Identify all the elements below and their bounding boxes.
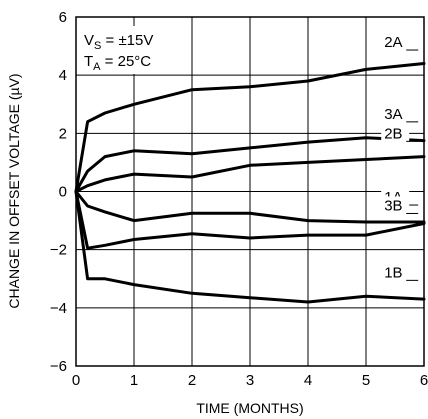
ambient-temp-value: = 25°C xyxy=(101,53,152,70)
x-tick-label: 4 xyxy=(304,372,312,389)
series-label-background xyxy=(381,33,410,52)
y-tick-label: −2 xyxy=(50,242,67,259)
series-label-background xyxy=(381,263,410,282)
series-label-3a: 3A xyxy=(384,106,402,123)
series-line-3b xyxy=(74,190,426,250)
series-labels: 2A3A2B1A3B1B xyxy=(381,33,419,282)
y-tick-label: 0 xyxy=(59,184,67,201)
x-tick-label: 5 xyxy=(362,372,370,389)
series-line-2b xyxy=(74,155,426,193)
series-label-2b: 2B xyxy=(384,125,402,142)
grid-lines xyxy=(76,17,424,366)
supply-voltage-sub: S xyxy=(94,40,101,52)
y-tick-labels: 6 4 2 0 −2 −4 −6 xyxy=(50,9,67,375)
y-tick-label: 6 xyxy=(59,9,67,26)
y-axis-title: CHANGE IN OFFSET VOLTAGE (µV) xyxy=(6,73,22,308)
series-line-3a xyxy=(74,136,426,193)
supply-voltage-annotation: VS = ±15V xyxy=(84,32,153,52)
x-tick-label: 0 xyxy=(72,372,80,389)
y-tick-label: 2 xyxy=(59,125,67,142)
x-tick-label: 2 xyxy=(188,372,196,389)
series-label-background xyxy=(381,196,410,215)
ambient-temp-annotation: TA = 25°C xyxy=(84,53,151,73)
supply-voltage-value: = ±15V xyxy=(101,32,153,49)
series-label-background xyxy=(381,124,410,143)
y-tick-label: 4 xyxy=(59,67,67,84)
y-tick-label: −4 xyxy=(50,300,67,317)
series-label-background xyxy=(381,104,410,123)
x-axis-title: TIME (MONTHS) xyxy=(196,400,303,416)
annotation-background xyxy=(80,26,180,74)
series-label-1b: 1B xyxy=(384,264,402,281)
series-label-3b: 3B xyxy=(384,197,402,214)
x-tick-label: 1 xyxy=(130,372,138,389)
series-line-1a xyxy=(74,190,426,224)
series-label-2a: 2A xyxy=(384,34,402,51)
ambient-temp-main: T xyxy=(84,53,93,70)
series-layer xyxy=(74,62,426,304)
series-line-2a xyxy=(74,62,426,193)
conditions-annotation: VS = ±15V TA = 25°C xyxy=(80,26,180,74)
x-tick-label: 3 xyxy=(246,372,254,389)
y-tick-label: −6 xyxy=(50,358,67,375)
supply-voltage-main: V xyxy=(84,32,94,49)
x-tick-labels: 0 1 2 3 4 5 6 xyxy=(72,372,428,389)
x-tick-label: 6 xyxy=(420,372,428,389)
series-line-1b xyxy=(74,190,426,304)
ambient-temp-sub: A xyxy=(93,61,101,73)
